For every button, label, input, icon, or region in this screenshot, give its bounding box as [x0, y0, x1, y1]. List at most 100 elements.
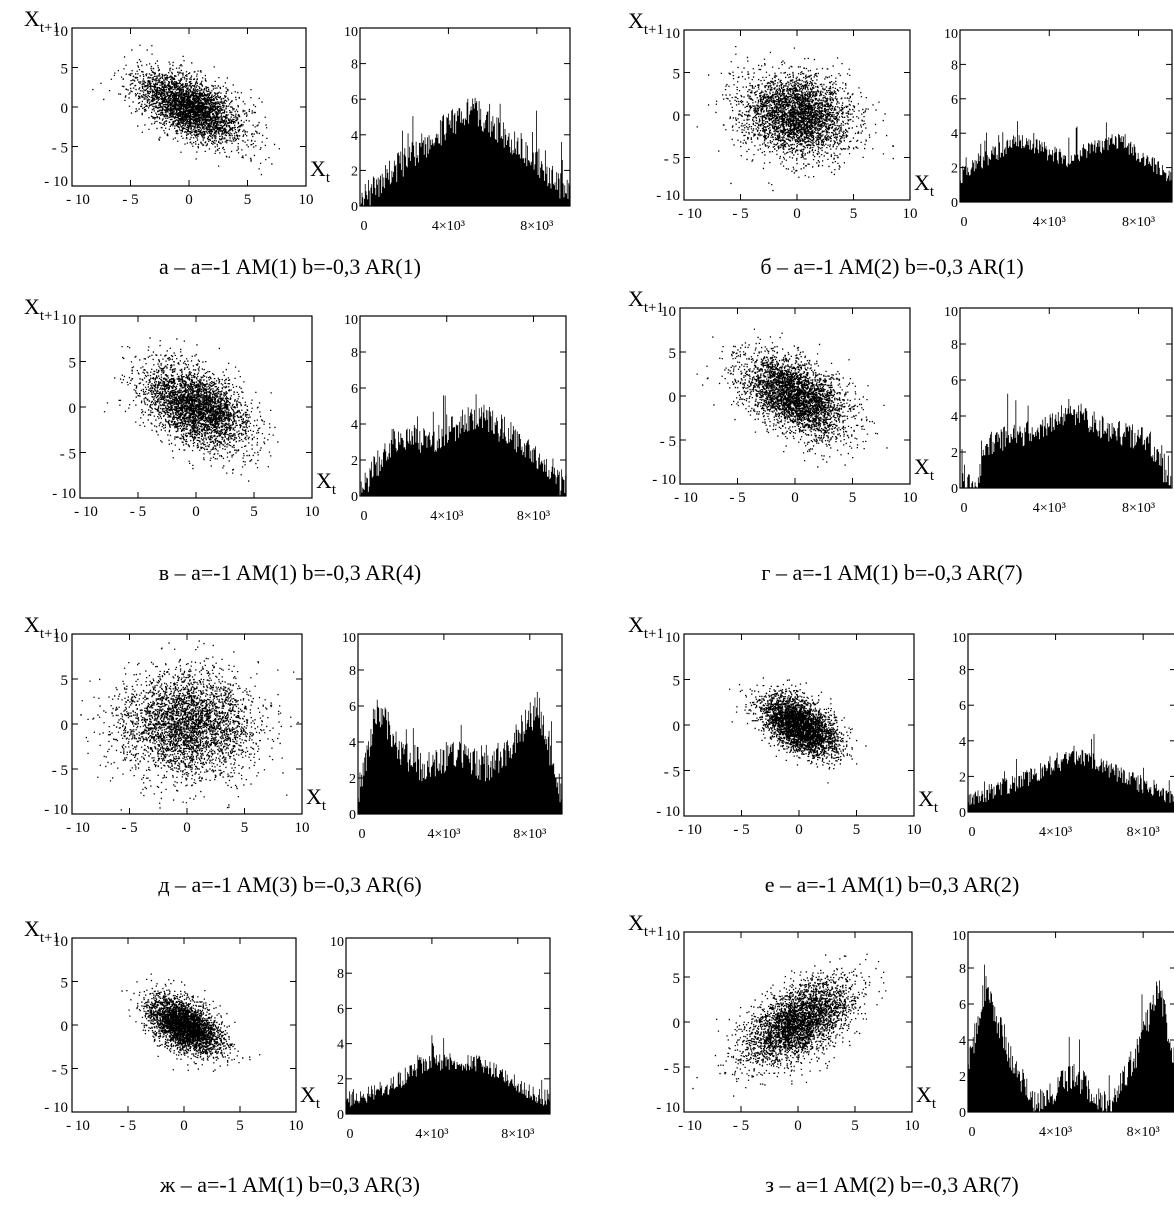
scatter-ytick-label: 0 [69, 401, 77, 417]
scatter-xtick-label: - 10 [66, 1118, 90, 1134]
scatter-xtick-label: 0 [795, 822, 803, 838]
hist-ytick-label: 0 [351, 200, 358, 215]
hist-xtick-label: 4×10³ [1039, 1125, 1072, 1140]
scatter-xlabel-sub: t [930, 184, 935, 200]
scatter-xtick-label: 5 [241, 820, 249, 836]
scatter-point-cloud [80, 640, 299, 811]
scatter-ytick-label: 0 [673, 1016, 681, 1032]
histogram: 10 8 6 4 2 00 4×10³ 8×10³ [330, 935, 551, 1142]
scatter-xtick-label: - 10 [66, 192, 90, 208]
hist-xtick-label: 0 [347, 1127, 354, 1142]
scatter-xtick-label: - 5 [122, 192, 138, 208]
scatter-ylabel-base: X [24, 6, 40, 31]
scatter-points [696, 46, 895, 192]
scatter-xlabel-sub: t [332, 482, 337, 498]
scatter-ylabel-base: X [24, 916, 40, 941]
scatter-ytick-label: - 10 [656, 188, 680, 204]
scatter-ylabel: Xt+1 [628, 8, 664, 38]
histogram: 10 8 6 4 2 00 4×10³ 8×10³ [944, 305, 1173, 516]
scatter-ytick-label: 5 [669, 346, 677, 362]
scatter-xtick-label: - 10 [674, 490, 698, 506]
scatter-xlabel: Xt [310, 156, 331, 186]
scatter-ytick-label: 0 [61, 718, 69, 734]
hist-ytick-label: 8 [959, 962, 966, 977]
hist-ytick-label: 0 [959, 806, 966, 821]
scatter-xtick-label: 0 [183, 820, 191, 836]
hist-ytick-label: 10 [344, 313, 358, 328]
scatter-xlabel-sub: t [326, 170, 331, 186]
scatter-plot: 10 5 0 - 5 - 10 - 10 - 5 0 5 10 [652, 304, 917, 506]
scatter-xtick-label: - 5 [120, 1118, 136, 1134]
hist-ytick-label: 6 [349, 700, 356, 715]
hist-xtick-label: 8×10³ [517, 509, 550, 524]
scatter-plot: 10 5 0 - 5 - 10 - 10 - 5 0 5 10 [656, 26, 917, 222]
scatter-xlabel: Xt [300, 1082, 321, 1112]
hist-ytick-label: 8 [349, 664, 356, 679]
scatter-ytick-label: - 10 [656, 804, 680, 820]
panel-caption: е – a=-1 AM(1) b=0,3 AR(2) [764, 872, 1020, 897]
hist-ytick-label: 6 [951, 93, 958, 108]
hist-ytick-label: 10 [944, 305, 958, 320]
histogram: 10 8 6 4 2 00 4×10³ 8×10³ [342, 631, 563, 842]
hist-ytick-label: 8 [351, 346, 358, 361]
scatter-points [80, 640, 299, 811]
scatter-plot: 10 5 0 - 5 - 10 - 10 - 5 0 5 10 [44, 24, 313, 208]
scatter-points [729, 677, 867, 784]
panel-caption: з – a=1 AM(2) b=-0,3 AR(7) [765, 1172, 1019, 1197]
hist-ytick-label: 0 [351, 490, 358, 505]
hist-ytick-label: 10 [952, 631, 966, 646]
scatter-ylabel-sub: t+1 [644, 626, 664, 642]
hist-xtick-label: 4×10³ [1033, 215, 1066, 230]
scatter-ytick-label: 0 [673, 109, 681, 125]
scatter-xtick-label: 10 [299, 192, 314, 208]
hist-ytick-label: 6 [351, 93, 358, 108]
scatter-xtick-label: - 5 [732, 206, 748, 222]
scatter-ylabel: Xt+1 [24, 6, 60, 36]
hist-ytick-label: 4 [351, 129, 358, 144]
scatter-xtick-label: - 5 [121, 820, 137, 836]
scatter-ytick-label: - 5 [664, 765, 680, 781]
hist-ytick-label: 0 [349, 808, 356, 823]
hist-ytick-label: 4 [349, 736, 356, 751]
hist-ytick-label: 8 [337, 967, 344, 982]
scatter-ytick-label: 0 [673, 719, 681, 735]
hist-ytick-label: 6 [959, 998, 966, 1013]
scatter-ylabel-base: X [24, 294, 40, 319]
hist-xtick-label: 4×10³ [432, 219, 465, 234]
scatter-xtick-label: 0 [192, 504, 200, 520]
hist-xtick-label: 8×10³ [1127, 825, 1160, 840]
scatter-ytick-label: - 5 [664, 152, 680, 168]
scatter-xtick-label: - 10 [678, 822, 702, 838]
scatter-ylabel-base: X [628, 286, 644, 311]
scatter-points [121, 973, 261, 1072]
hist-ytick-label: 4 [351, 418, 358, 433]
scatter-ylabel: Xt+1 [24, 612, 60, 642]
hist-bars [360, 394, 566, 496]
hist-xtick-label: 8×10³ [513, 827, 546, 842]
scatter-xtick-label: - 10 [678, 1118, 702, 1134]
scatter-xtick-label: 10 [305, 504, 320, 520]
scatter-ytick-label: 0 [669, 390, 677, 406]
scatter-ytick-label: 10 [53, 630, 68, 646]
scatter-ytick-label: - 10 [44, 174, 68, 190]
scatter-xlabel-base: X [306, 784, 322, 809]
scatter-ylabel-sub: t+1 [40, 626, 60, 642]
hist-ytick-label: 6 [351, 382, 358, 397]
scatter-ytick-label: 5 [61, 976, 69, 992]
scatter-ytick-label: 10 [61, 312, 76, 328]
scatter-ylabel: Xt+1 [24, 294, 60, 324]
scatter-ylabel: Xt+1 [628, 910, 664, 940]
histogram: 10 8 6 4 2 00 4×10³ 8×10³ [344, 313, 567, 524]
scatter-point-cloud [692, 953, 887, 1097]
scatter-ytick-label: 0 [61, 1019, 69, 1035]
scatter-plot: 10 5 0 - 5 - 10 - 10 - 5 0 5 10 [656, 928, 919, 1134]
scatter-points [103, 337, 279, 482]
scatter-ytick-label: 5 [69, 356, 77, 372]
hist-ytick-label: 4 [337, 1038, 344, 1053]
